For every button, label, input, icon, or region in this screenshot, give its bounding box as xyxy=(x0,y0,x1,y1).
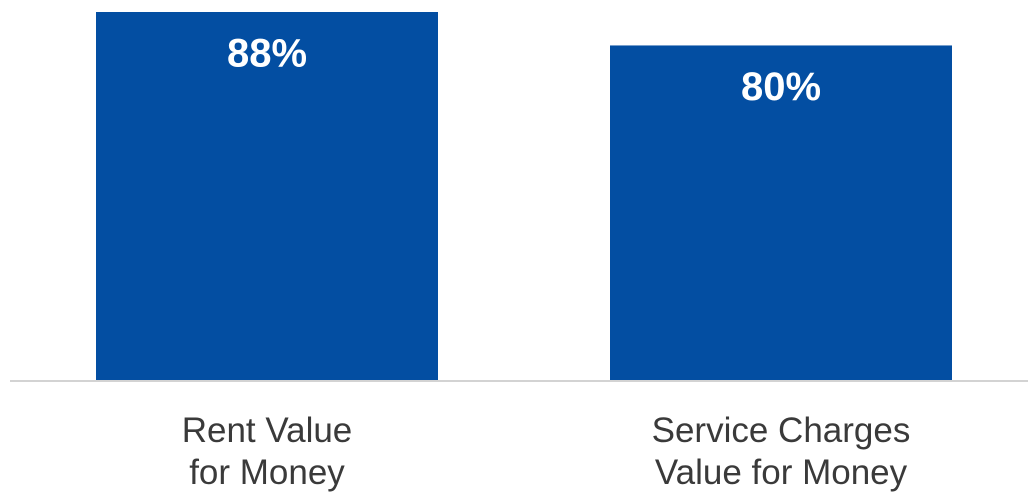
x-tick-label: Rent Value for Money xyxy=(181,411,353,492)
bar xyxy=(610,45,952,381)
x-tick-label: Service Charges Value for Money xyxy=(651,411,911,492)
bar xyxy=(96,12,438,380)
value-label: 88% xyxy=(227,32,307,76)
value-label: 80% xyxy=(741,65,821,109)
